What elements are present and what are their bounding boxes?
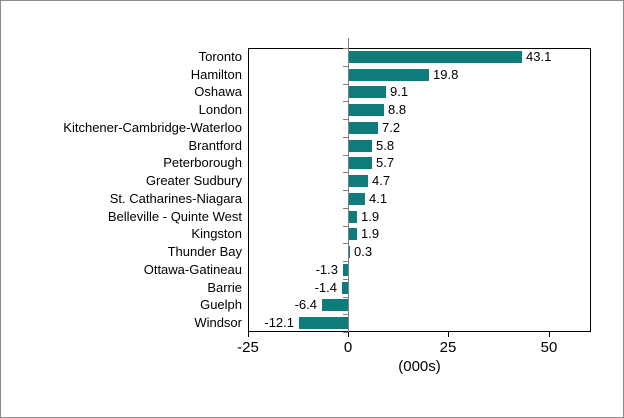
category-label: Ottawa-Gatineau (143, 262, 242, 277)
category-tick (343, 314, 348, 315)
category-label: Thunder Bay (167, 244, 242, 259)
category-tick (343, 261, 348, 262)
category-label: Brantford (188, 138, 242, 153)
category-tick (343, 279, 348, 280)
value-label: 8.8 (388, 102, 407, 117)
bar (349, 193, 365, 205)
value-label: 19.8 (433, 67, 459, 82)
value-label: -1.3 (315, 262, 338, 277)
x-tick-label: -25 (237, 339, 259, 356)
category-tick (343, 137, 348, 138)
category-tick (343, 155, 348, 156)
category-label: London (198, 102, 242, 117)
category-label: Windsor (194, 315, 242, 330)
bar (349, 211, 357, 223)
category-label: Kingston (191, 226, 242, 241)
category-label: Guelph (200, 297, 242, 312)
x-tick (448, 332, 449, 337)
category-tick (343, 172, 348, 173)
bar (349, 69, 429, 81)
category-tick (343, 101, 348, 102)
x-tick-label: 50 (540, 339, 558, 356)
category-label: Kitchener-Cambridge-Waterloo (63, 120, 242, 135)
value-label: -6.4 (294, 297, 317, 312)
bar (342, 282, 348, 294)
bar (349, 246, 350, 258)
category-label: St. Catharines-Niagara (109, 191, 242, 206)
category-tick (343, 190, 348, 191)
bar (349, 140, 372, 152)
category-tick (343, 48, 348, 49)
value-label: 4.1 (369, 191, 388, 206)
value-label: 1.9 (361, 226, 380, 241)
value-label: 4.7 (372, 173, 391, 188)
value-label: -12.1 (264, 315, 294, 330)
category-label: Greater Sudbury (145, 173, 242, 188)
value-label: 43.1 (526, 49, 552, 64)
category-label: Toronto (198, 49, 242, 64)
category-label: Oshawa (194, 84, 242, 99)
bar (349, 122, 378, 134)
category-tick (343, 243, 348, 244)
value-label: 5.7 (376, 155, 395, 170)
category-tick (343, 332, 348, 333)
value-label: 9.1 (390, 84, 409, 99)
bar (349, 104, 384, 116)
category-tick (343, 84, 348, 85)
x-axis-title: (000s) (398, 358, 441, 375)
bar (349, 157, 372, 169)
category-tick (343, 297, 348, 298)
x-tick-label: 25 (439, 339, 457, 356)
category-label: Peterborough (163, 155, 242, 170)
value-label: 1.9 (361, 209, 380, 224)
category-label: Barrie (207, 280, 242, 295)
bar (299, 317, 348, 329)
x-tick (348, 332, 349, 337)
x-tick-label: 0 (343, 339, 353, 356)
value-label: 5.8 (376, 138, 395, 153)
x-tick (248, 332, 249, 337)
bar (343, 264, 348, 276)
category-label: Belleville - Quinte West (107, 209, 242, 224)
x-tick (549, 332, 550, 337)
bar (349, 86, 386, 98)
category-tick (343, 119, 348, 120)
category-tick (343, 208, 348, 209)
bar (322, 299, 348, 311)
category-tick (343, 226, 348, 227)
value-label: 7.2 (382, 120, 401, 135)
category-tick (343, 66, 348, 67)
value-label: -1.4 (314, 280, 337, 295)
bar (349, 228, 357, 240)
zero-axis-line (348, 38, 349, 332)
value-label: 0.3 (354, 244, 373, 259)
category-label: Hamilton (190, 67, 242, 82)
plot-area (248, 48, 591, 332)
bar (349, 175, 368, 187)
bar (349, 51, 522, 63)
